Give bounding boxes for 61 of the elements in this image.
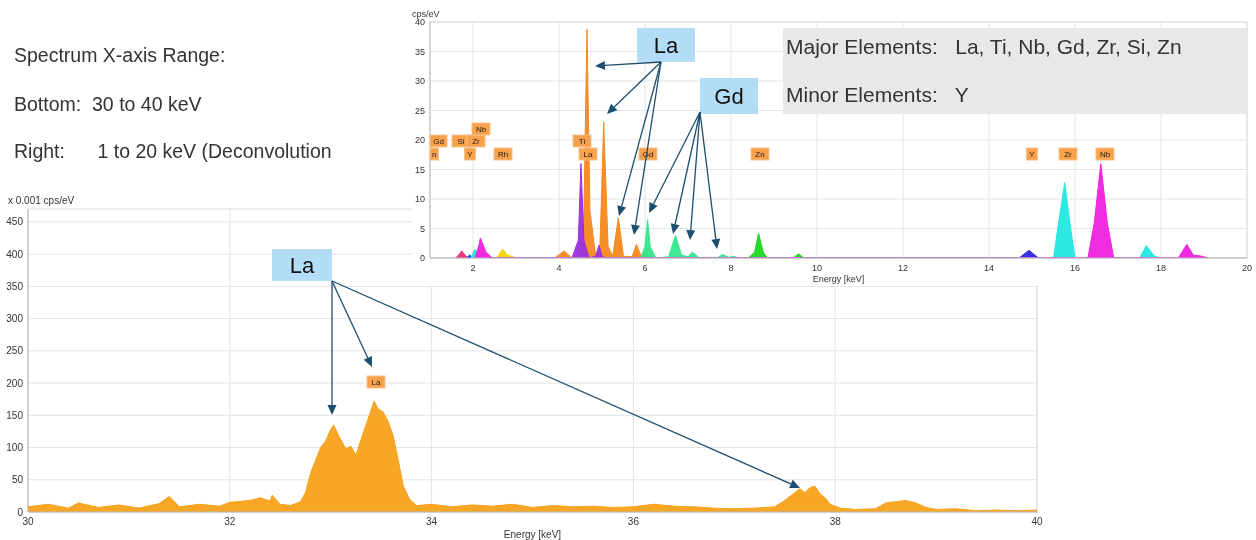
annotation: Major Elements: La, Ti, Nb, Gd, Zr, Si, Zn [786, 35, 1182, 58]
y-axis-title: x 0.001 cps/eV [8, 195, 75, 206]
x-tick-label: 20 [1241, 263, 1253, 273]
y-tick-label: 20 [414, 135, 425, 146]
y-tick-label: 400 [6, 248, 24, 260]
y-tick-label: 450 [6, 216, 24, 228]
y-tick-label: 0 [17, 506, 24, 518]
y-tick-label: 200 [6, 377, 24, 389]
annotation: Ti [578, 136, 586, 146]
y-tick-label: 300 [6, 313, 24, 325]
annotation: Nb [475, 124, 487, 134]
y-tick-label: 5 [419, 223, 425, 234]
x-tick-label: 34 [426, 516, 438, 527]
x-tick-label: 32 [224, 516, 236, 527]
annotation: Zr [472, 136, 481, 146]
annotation: Rh [497, 149, 509, 159]
y-axis-title: cps/eV [412, 9, 440, 19]
annotation: Si [457, 136, 465, 146]
x-tick-label: 8 [728, 263, 734, 273]
annotation: La [653, 32, 679, 58]
text: Right: 1 to 20 keV (Deconvolution [14, 140, 332, 162]
x-axis-title: Energy [keV] [503, 529, 562, 540]
y-tick-label: 100 [6, 442, 24, 454]
y-tick-label: 150 [6, 409, 24, 421]
x-tick-label: 10 [811, 263, 823, 273]
annotation: Nb [1099, 149, 1111, 159]
x-tick-label: 40 [1031, 516, 1043, 527]
text: Bottom: 30 to 40 keV [14, 93, 202, 115]
x-tick-label: 12 [897, 263, 909, 273]
x-tick-label: 36 [627, 516, 640, 527]
annotation: La [371, 377, 381, 387]
y-tick-label: 35 [414, 46, 425, 57]
x-axis-title: Energy [keV] [812, 274, 865, 284]
annotation: La [289, 252, 315, 278]
annotation: Minor Elements: Y [786, 83, 969, 106]
text: Spectrum X-axis Range: [14, 44, 226, 66]
x-tick-label: 14 [983, 263, 995, 273]
annotation: n [432, 149, 437, 159]
annotation: Gd [714, 83, 744, 109]
y-tick-label: 25 [414, 105, 425, 116]
y-tick-label: 350 [6, 280, 24, 292]
x-tick-label: 2 [470, 263, 476, 273]
y-tick-label: 15 [414, 164, 425, 175]
annotation: Y [1029, 149, 1036, 159]
annotation: La [583, 149, 593, 159]
y-tick-label: 50 [11, 474, 24, 486]
x-tick-label: 16 [1069, 263, 1081, 273]
annotation: Y [467, 149, 474, 159]
annotation: Zn [755, 149, 765, 159]
y-tick-label: 250 [6, 345, 24, 357]
x-tick-label: 4 [556, 263, 562, 273]
y-tick-label: 10 [414, 194, 425, 205]
y-tick-label: 40 [414, 17, 425, 28]
x-tick-label: 30 [22, 516, 34, 527]
annotation: Zr [1064, 149, 1073, 159]
y-tick-label: 0 [419, 253, 425, 264]
x-tick-label: 18 [1155, 263, 1167, 273]
x-tick-label: 38 [829, 516, 842, 527]
x-tick-label: 6 [642, 263, 648, 273]
y-tick-label: 30 [414, 76, 425, 87]
annotation: Gd [433, 136, 444, 146]
